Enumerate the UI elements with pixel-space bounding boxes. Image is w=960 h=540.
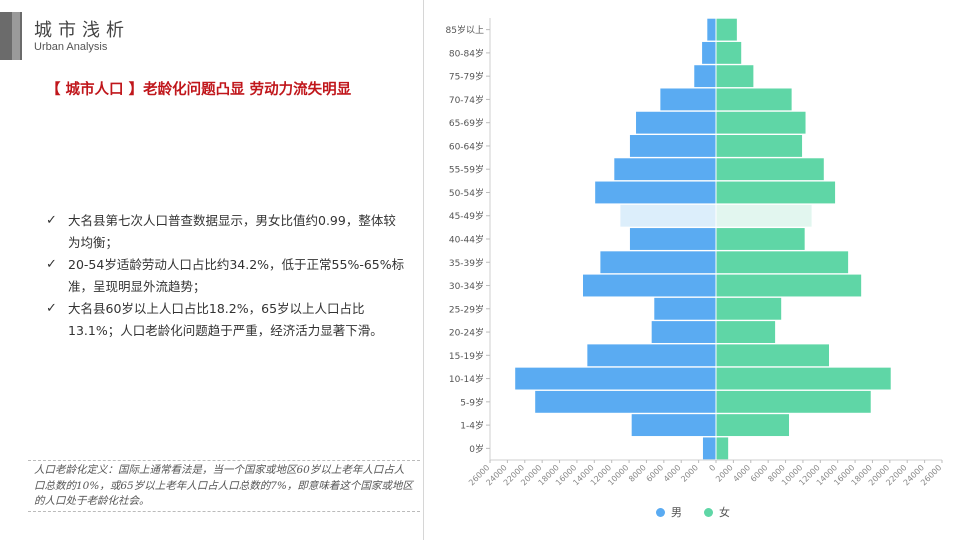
x-tick-label: 8000 <box>627 463 648 484</box>
legend-label-female: 女 <box>719 506 730 519</box>
y-tick-label: 5-9岁 <box>460 396 484 408</box>
y-tick-label: 1-4岁 <box>460 420 484 432</box>
y-tick-label: 75-79岁 <box>449 71 484 83</box>
y-tick-label: 85岁以上 <box>446 24 484 36</box>
bar-female <box>716 41 742 64</box>
bar-female <box>716 274 862 297</box>
y-tick-label: 80-84岁 <box>449 47 484 59</box>
y-tick-label: 65-69岁 <box>449 117 484 129</box>
y-tick-label: 70-74岁 <box>449 94 484 106</box>
x-tick-label: 4000 <box>731 463 752 484</box>
bar-male <box>660 88 716 111</box>
x-tick-label: 6000 <box>645 463 666 484</box>
check-icon: ✓ <box>46 301 57 316</box>
population-pyramid-chart: 85岁以上 80-84岁 75-79岁 70-74岁 65-69岁 60-64岁 55-59… <box>446 18 943 487</box>
bar-male <box>629 135 716 157</box>
x-tick-label: 2000 <box>714 463 735 484</box>
bar-male <box>515 367 716 390</box>
bullet-text: 大名县60岁以上人口占比18.2%，65岁以上人口占比13.1%；人口老龄化问题… <box>68 301 383 338</box>
y-tick-label: 15-19岁 <box>449 350 484 362</box>
x-tick-label: 4000 <box>662 463 683 484</box>
y-tick-label: 40-44岁 <box>449 234 484 246</box>
legend-label-male: 男 <box>671 506 682 519</box>
legend-item-male[interactable]: 男 <box>656 504 682 520</box>
bar-male <box>702 41 716 64</box>
y-tick-label: 55-59岁 <box>449 164 484 176</box>
bar-female <box>716 18 737 41</box>
bar-female <box>716 297 782 320</box>
bar-female <box>716 111 806 134</box>
bar-male <box>600 251 716 274</box>
bar-female <box>716 158 824 181</box>
y-tick-label: 25-29岁 <box>449 303 484 315</box>
bar-male <box>651 321 716 343</box>
y-tick-label: 0岁 <box>469 443 484 455</box>
y-tick-label: 10-14岁 <box>449 373 484 385</box>
y-tick-label: 60-64岁 <box>449 140 484 152</box>
y-tick-label: 35-39岁 <box>449 257 484 269</box>
y-tick-label: 30-34岁 <box>449 280 484 292</box>
x-tick-label: 2000 <box>679 463 700 484</box>
bar-female <box>716 135 803 157</box>
divider-line <box>423 0 424 540</box>
bar-male <box>587 344 716 367</box>
y-tick-label: 45-49岁 <box>449 210 484 222</box>
bar-female <box>716 181 836 204</box>
bar-female <box>716 228 805 250</box>
bar-female <box>716 251 849 274</box>
title-accent-bar-inner <box>12 12 20 60</box>
legend-dot-male <box>656 507 665 517</box>
x-tick-label: 0 <box>707 463 717 473</box>
bar-female <box>716 88 792 111</box>
bullet-item: ✓ 大名县60岁以上人口占比18.2%，65岁以上人口占比13.1%；人口老龄化问… <box>46 298 406 342</box>
bar-female <box>716 390 871 413</box>
bar-female <box>716 344 829 367</box>
bar-male <box>694 65 716 88</box>
bullet-text: 20-54岁适龄劳动人口占比约34.2%，低于正常55%-65%标准，呈现明显外… <box>68 257 405 294</box>
x-tick-label: 6000 <box>749 463 770 484</box>
check-icon: ✓ <box>46 257 57 272</box>
bar-male <box>707 18 716 41</box>
definition-note: 人口老龄化定义：国际上通常看法是，当一个国家或地区60岁以上老年人口占人口总数的… <box>28 460 420 512</box>
bar-male <box>631 414 716 437</box>
bar-female <box>716 321 776 343</box>
bar-male <box>636 111 716 134</box>
bar-male <box>595 181 716 204</box>
page-subtitle: Urban Analysis <box>34 41 108 53</box>
bar-male <box>583 274 716 297</box>
page-title: 城市浅析 <box>34 20 130 41</box>
bar-male <box>620 204 716 227</box>
legend-dot-female <box>704 507 713 517</box>
bar-male <box>629 228 716 250</box>
bullet-item: ✓ 大名县第七次人口普查数据显示，男女比值约0.99，整体较为均衡； <box>46 210 406 254</box>
chart-legend: 男 女 <box>656 504 730 520</box>
bar-male <box>614 158 716 181</box>
bar-male <box>654 297 716 320</box>
bar-female <box>716 204 812 227</box>
legend-item-female[interactable]: 女 <box>704 504 730 520</box>
bullet-text: 大名县第七次人口普查数据显示，男女比值约0.99，整体较为均衡； <box>68 213 396 250</box>
bullet-list: ✓ 大名县第七次人口普查数据显示，男女比值约0.99，整体较为均衡； ✓ 20-54… <box>46 210 406 342</box>
bar-male <box>702 437 716 460</box>
check-icon: ✓ <box>46 213 57 228</box>
bar-female <box>716 367 891 390</box>
bar-female <box>716 437 729 460</box>
bar-male <box>535 390 716 413</box>
y-tick-label: 50-54岁 <box>449 187 484 199</box>
headline: 【 城市人口 】老龄化问题凸显 劳动力流失明显 <box>46 82 352 98</box>
bullet-item: ✓ 20-54岁适龄劳动人口占比约34.2%，低于正常55%-65%标准，呈现明显… <box>46 254 406 298</box>
bar-female <box>716 414 790 437</box>
y-tick-label: 20-24岁 <box>449 327 484 339</box>
bar-female <box>716 65 754 88</box>
